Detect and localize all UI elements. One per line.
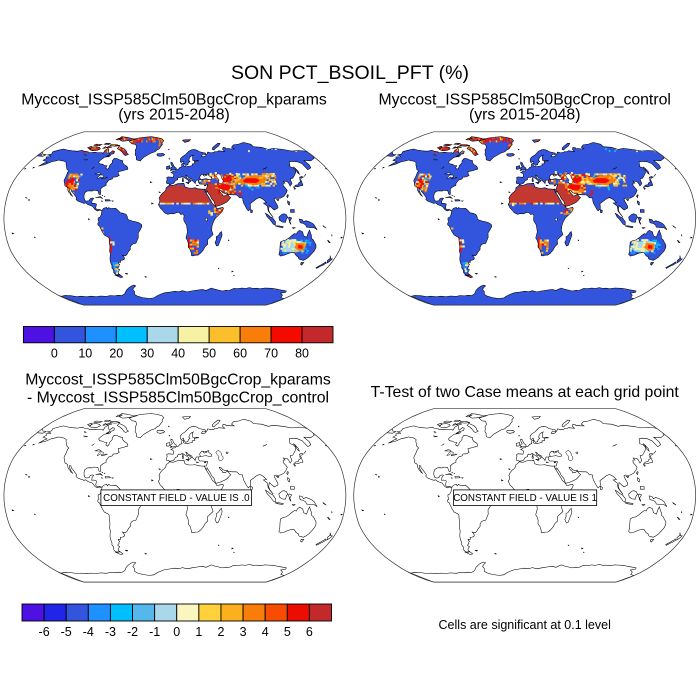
svg-text:2: 2: [217, 625, 224, 639]
svg-text:Myccost_ISSP585Clm50BgcCrop_kp: Myccost_ISSP585Clm50BgcCrop_kparams: [25, 372, 331, 389]
svg-text:- Myccost_ISSP585Clm50BgcCrop_: - Myccost_ISSP585Clm50BgcCrop_control: [27, 390, 329, 407]
svg-text:4: 4: [262, 625, 269, 639]
svg-text:20: 20: [109, 347, 123, 361]
svg-text:0: 0: [173, 625, 180, 639]
svg-text:50: 50: [202, 347, 216, 361]
svg-text:-6: -6: [39, 625, 50, 639]
svg-text:-2: -2: [127, 625, 138, 639]
svg-text:60: 60: [233, 347, 247, 361]
svg-text:30: 30: [140, 347, 154, 361]
svg-text:(yrs 2015-2048): (yrs 2015-2048): [118, 107, 230, 124]
svg-text:Myccost_ISSP585Clm50BgcCrop_kp: Myccost_ISSP585Clm50BgcCrop_kparams: [21, 92, 327, 109]
svg-text:5: 5: [284, 625, 291, 639]
svg-text:Cells are significant at 0.1 l: Cells are significant at 0.1 level: [439, 618, 611, 632]
svg-text:CONSTANT FIELD - VALUE IS .0: CONSTANT FIELD - VALUE IS .0: [103, 493, 250, 504]
svg-text:10: 10: [78, 347, 92, 361]
svg-text:0: 0: [51, 347, 58, 361]
svg-text:-5: -5: [61, 625, 72, 639]
svg-text:1: 1: [195, 625, 202, 639]
svg-text:(yrs 2015-2048): (yrs 2015-2048): [469, 107, 581, 124]
svg-text:40: 40: [171, 347, 185, 361]
svg-text:Myccost_ISSP585Clm50BgcCrop_co: Myccost_ISSP585Clm50BgcCrop_control: [379, 92, 671, 109]
svg-text:6: 6: [306, 625, 313, 639]
svg-text:-3: -3: [105, 625, 116, 639]
svg-text:CONSTANT FIELD - VALUE IS 1: CONSTANT FIELD - VALUE IS 1: [453, 493, 597, 504]
svg-text:T-Test of two Case means at ea: T-Test of two Case means at each grid po…: [371, 384, 680, 401]
svg-text:SON PCT_BSOIL_PFT (%): SON PCT_BSOIL_PFT (%): [231, 62, 469, 84]
svg-text:3: 3: [240, 625, 247, 639]
svg-text:80: 80: [295, 347, 309, 361]
svg-text:70: 70: [264, 347, 278, 361]
svg-text:-4: -4: [83, 625, 94, 639]
svg-text:-1: -1: [149, 625, 160, 639]
